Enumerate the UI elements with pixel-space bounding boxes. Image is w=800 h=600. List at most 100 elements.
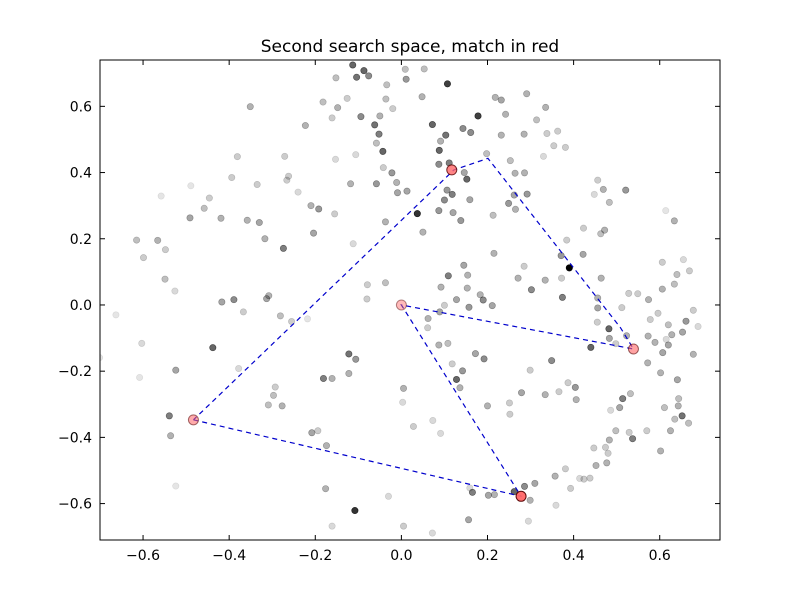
data-point — [580, 475, 588, 483]
data-point — [389, 105, 397, 113]
data-point — [435, 146, 443, 154]
data-point — [381, 218, 389, 226]
data-point — [629, 435, 637, 443]
data-point — [376, 112, 384, 120]
data-point — [466, 196, 474, 204]
data-point — [357, 113, 365, 121]
match-point — [627, 343, 639, 355]
data-point — [382, 95, 390, 103]
data-point — [371, 121, 379, 129]
data-point — [460, 169, 468, 177]
data-point — [645, 296, 653, 304]
data-point — [558, 274, 566, 282]
data-point — [605, 198, 613, 206]
data-point — [623, 332, 631, 340]
data-point — [682, 317, 690, 325]
data-point — [476, 291, 484, 299]
data-point — [675, 395, 683, 403]
data-point — [679, 256, 687, 264]
data-point — [138, 339, 146, 347]
data-point — [523, 190, 531, 198]
data-point — [662, 207, 670, 215]
data-point — [271, 383, 279, 391]
data-point — [332, 155, 340, 163]
data-point — [399, 398, 407, 406]
x-tick-label: 0.0 — [390, 548, 412, 564]
data-point — [315, 205, 323, 213]
data-point — [233, 153, 241, 161]
data-point — [372, 139, 380, 147]
data-point — [594, 304, 602, 312]
data-point — [552, 501, 560, 509]
data-point — [678, 412, 686, 420]
data-point — [435, 207, 443, 215]
data-point — [100, 354, 104, 362]
y-tick-label: −0.6 — [58, 497, 92, 513]
data-point — [668, 331, 676, 339]
x-tick-label: 0.6 — [649, 548, 671, 564]
data-point — [157, 192, 165, 200]
data-point — [605, 325, 613, 333]
data-point — [332, 74, 340, 82]
data-point — [685, 267, 693, 275]
data-point — [625, 289, 633, 297]
data-point — [565, 264, 573, 272]
data-point — [626, 390, 634, 398]
data-point — [424, 324, 432, 332]
data-point — [616, 404, 624, 412]
data-point — [334, 104, 342, 112]
data-point — [497, 131, 505, 139]
data-point — [228, 174, 236, 182]
x-tick-label: 0.4 — [562, 548, 584, 564]
data-point — [662, 335, 670, 343]
data-point — [403, 187, 411, 195]
data-point — [375, 130, 383, 138]
data-point — [400, 522, 408, 530]
data-point — [586, 474, 594, 482]
data-point — [657, 369, 665, 377]
data-point — [471, 350, 479, 358]
data-point — [511, 205, 519, 213]
data-point — [670, 280, 678, 288]
plot-area — [100, 61, 702, 537]
data-point — [419, 228, 427, 236]
data-point — [666, 427, 674, 435]
data-point — [597, 274, 605, 282]
data-point — [428, 529, 436, 537]
data-point — [463, 175, 471, 183]
data-point — [625, 428, 633, 436]
data-point — [328, 374, 336, 382]
data-point — [550, 142, 558, 150]
data-point — [448, 360, 456, 368]
data-point — [664, 341, 672, 349]
data-point — [587, 343, 595, 351]
data-point — [671, 415, 679, 423]
data-point — [319, 98, 327, 106]
data-point — [349, 240, 357, 248]
data-point — [659, 349, 667, 357]
data-point — [435, 341, 443, 349]
data-point — [322, 442, 330, 450]
data-point — [491, 93, 499, 101]
data-point — [270, 391, 278, 399]
data-point — [643, 427, 651, 435]
data-point — [172, 482, 180, 490]
data-point — [542, 103, 550, 111]
data-point — [554, 127, 562, 135]
match-point — [395, 299, 407, 311]
data-point — [658, 258, 666, 266]
data-point — [561, 143, 569, 151]
data-point — [459, 125, 467, 133]
data-point — [605, 436, 613, 444]
match-point — [446, 164, 458, 176]
data-point — [490, 491, 498, 499]
data-point — [310, 229, 318, 237]
data-point — [246, 103, 254, 111]
data-point — [521, 482, 529, 490]
data-point — [288, 318, 296, 326]
data-point — [527, 286, 535, 294]
y-tick-label: 0.2 — [70, 232, 92, 248]
data-point — [444, 272, 452, 280]
match-point — [187, 414, 199, 426]
